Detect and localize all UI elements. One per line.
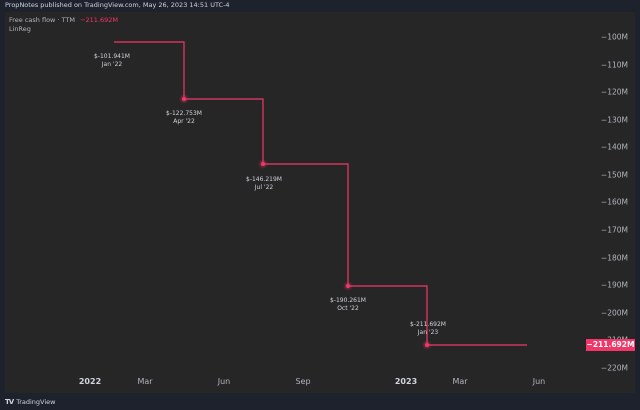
x-tick: Jun (532, 377, 546, 386)
tradingview-logo[interactable]: TV TradingView (5, 398, 55, 406)
annotation-apr-22: $-122.753M Apr '22 (166, 110, 202, 125)
series-legend[interactable]: Free cash flow · TTM −211.692M (9, 16, 118, 24)
tradingview-logo-icon: TV (5, 398, 14, 406)
annotation-value: $-146.219M (246, 176, 282, 183)
annotation-date: Oct '22 (337, 304, 359, 312)
annotation-value: $-122.753M (166, 110, 202, 117)
y-tick: −120M (600, 87, 628, 97)
y-tick: −150M (600, 170, 628, 180)
annotation-value: $-211.692M (410, 321, 446, 328)
annotation-date: Jan '23 (417, 328, 439, 336)
annotation-jan-23: $-211.692M Jan '23 (410, 321, 446, 336)
annotation-date: Jan '22 (101, 60, 123, 68)
x-tick: Jun (217, 377, 231, 386)
x-tick: Mar (137, 377, 153, 386)
x-tick: 2023 (394, 377, 418, 386)
published-by-text: PropNotes published on TradingView.com, … (5, 1, 230, 9)
publish-header: PropNotes published on TradingView.com, … (0, 0, 640, 12)
y-tick: −190M (600, 280, 628, 290)
y-tick: −100M (600, 32, 628, 42)
chart-pane[interactable] (5, 12, 635, 393)
indicator-legend-linreg[interactable]: LinReg (9, 25, 31, 33)
annotation-date: Jul '22 (254, 183, 274, 191)
x-tick: 2022 (78, 377, 102, 386)
y-tick: −200M (600, 308, 628, 318)
annotation-date: Apr '22 (173, 117, 195, 125)
tradingview-brand-text: TradingView (16, 398, 56, 406)
fcf-step-line (114, 41, 527, 346)
series-value: −211.692M (80, 16, 119, 24)
x-tick: Sep (295, 377, 311, 386)
y-tick: −140M (600, 142, 628, 152)
annotation-value: $-101.941M (94, 53, 130, 60)
y-tick: −110M (600, 60, 628, 70)
series-label: Free cash flow · TTM (9, 16, 76, 24)
footer (0, 393, 640, 410)
y-tick: −160M (600, 197, 628, 207)
annotation-jan-22: $-101.941M Jan '22 (94, 53, 130, 68)
data-point-markers (179, 94, 432, 350)
annotation-jul-22: $-146.219M Jul '22 (246, 176, 282, 191)
annotation-value: $-190.261M (330, 297, 366, 304)
y-tick: −220M (600, 363, 628, 373)
last-value-price-label: −211.692M (586, 339, 635, 351)
x-tick: Mar (452, 377, 468, 386)
annotation-oct-22: $-190.261M Oct '22 (330, 297, 366, 312)
y-tick: −130M (600, 115, 628, 125)
y-tick: −180M (600, 253, 628, 263)
y-tick: −170M (600, 225, 628, 235)
